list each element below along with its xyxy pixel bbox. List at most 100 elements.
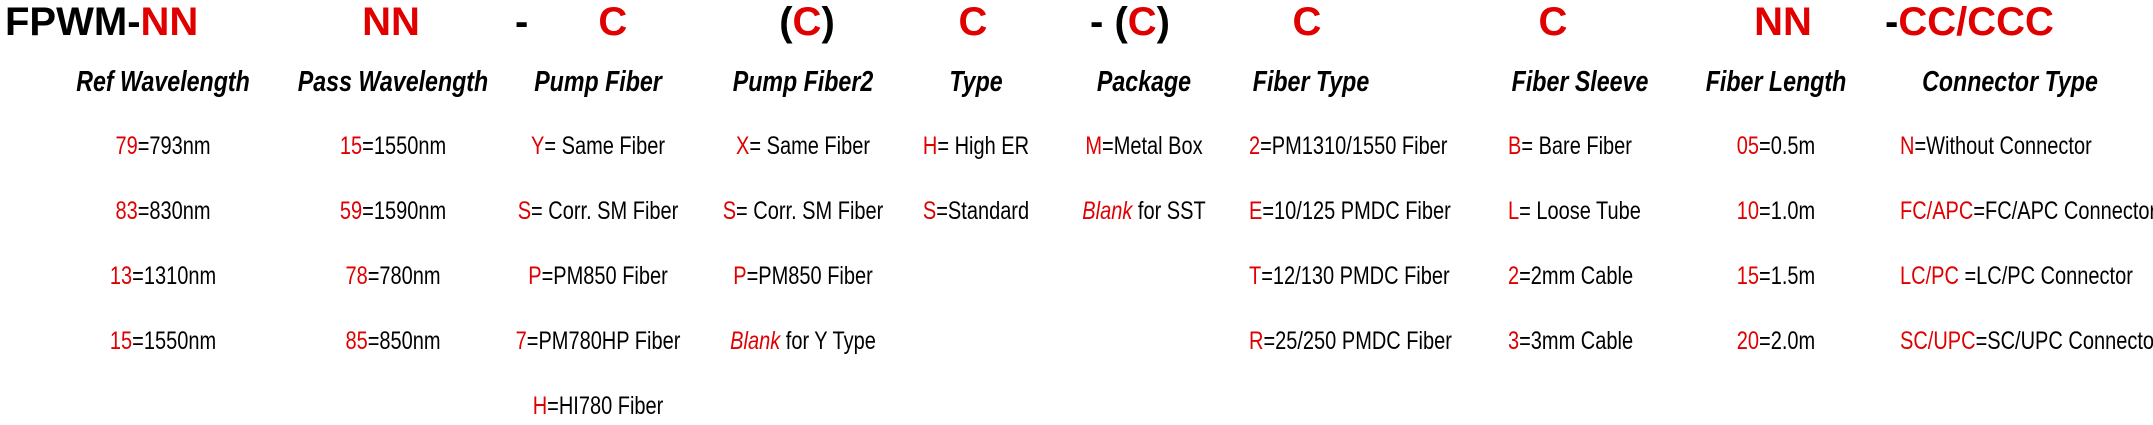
option-code: 15 bbox=[109, 327, 133, 355]
option-desc: =1550nm bbox=[132, 327, 217, 355]
option-entry: 15=1550nm bbox=[97, 327, 230, 356]
option-text: R=25/250 PMDC Fiber bbox=[1249, 327, 1452, 356]
option-entry: P=PM850 Fiber bbox=[716, 262, 890, 291]
title-text: Ref Wavelength bbox=[76, 66, 250, 98]
column-title: Fiber Length bbox=[1688, 66, 1864, 99]
option-desc: =0.5m bbox=[1759, 132, 1816, 160]
option-entry: B= Bare Fiber bbox=[1508, 132, 1663, 161]
option-code: P bbox=[528, 262, 542, 290]
option-text: 05=0.5m bbox=[1737, 132, 1815, 161]
option-code: FC/APC bbox=[1900, 197, 1974, 225]
option-desc: =10/125 PMDC Fiber bbox=[1262, 197, 1451, 225]
option-entry: 2=PM1310/1550 Fiber bbox=[1249, 132, 1497, 161]
code-part: C bbox=[1538, 0, 1568, 44]
option-entry: Y= Same Fiber bbox=[514, 132, 681, 161]
column-title: Connector Type bbox=[1900, 66, 2120, 99]
code-segment: C bbox=[1539, 0, 1568, 45]
code-segment: C bbox=[959, 0, 988, 45]
option-desc: =PM780HP Fiber bbox=[526, 327, 681, 355]
code-part: NN bbox=[140, 0, 199, 44]
option-text: 13=1310nm bbox=[110, 262, 216, 291]
code-part: NN bbox=[362, 0, 420, 44]
option-code: 59 bbox=[339, 197, 363, 225]
code-part: C bbox=[792, 0, 822, 44]
column-title: Package bbox=[1085, 66, 1203, 99]
option-entry: 59=1590nm bbox=[327, 197, 460, 226]
option-code: S bbox=[922, 197, 937, 225]
option-desc: for SST bbox=[1132, 197, 1206, 225]
option-text: H=HI780 Fiber bbox=[533, 392, 664, 421]
column-title: Ref Wavelength bbox=[54, 66, 271, 99]
option-desc: =793nm bbox=[137, 132, 211, 160]
option-text: T=12/130 PMDC Fiber bbox=[1249, 262, 1450, 291]
option-desc: =PM1310/1550 Fiber bbox=[1260, 132, 1448, 160]
code-part: CC/CCC bbox=[1898, 0, 2054, 44]
column-title: Fiber Sleeve bbox=[1495, 66, 1666, 99]
code-part: - bbox=[1885, 0, 1899, 44]
option-entry: 20=2.0m bbox=[1727, 327, 1825, 356]
option-desc: =850nm bbox=[367, 327, 441, 355]
option-text: P=PM850 Fiber bbox=[733, 262, 873, 291]
option-entry: E=10/125 PMDC Fiber bbox=[1249, 197, 1501, 226]
option-desc: =25/250 PMDC Fiber bbox=[1263, 327, 1452, 355]
option-desc: =1.5m bbox=[1759, 262, 1816, 290]
option-code: Blank bbox=[730, 327, 781, 355]
title-text: Pump Fiber bbox=[534, 66, 662, 98]
option-desc: =3mm Cable bbox=[1519, 327, 1634, 355]
option-desc: =1550nm bbox=[362, 132, 447, 160]
option-desc: =FC/APC Connector bbox=[1973, 197, 2153, 225]
option-code: B bbox=[1508, 132, 1522, 160]
option-text: 7=PM780HP Fiber bbox=[516, 327, 681, 356]
option-entry: 13=1310nm bbox=[97, 262, 230, 291]
option-desc: = Same Fiber bbox=[544, 132, 665, 160]
option-text: 15=1.5m bbox=[1737, 262, 1815, 291]
option-code: Blank bbox=[1082, 197, 1133, 225]
option-code: Y bbox=[531, 132, 545, 160]
option-entry: 15=1.5m bbox=[1727, 262, 1825, 291]
code-part: ) bbox=[821, 0, 835, 44]
option-desc: = Loose Tube bbox=[1519, 197, 1641, 225]
option-code: H bbox=[922, 132, 938, 160]
option-desc: = Bare Fiber bbox=[1521, 132, 1632, 160]
option-code: P bbox=[733, 262, 747, 290]
option-text: S= Corr. SM Fiber bbox=[518, 197, 679, 226]
option-code: H bbox=[532, 392, 548, 420]
column-title: Pass Wavelength bbox=[274, 66, 512, 99]
option-desc: =PM850 Fiber bbox=[541, 262, 668, 290]
code-part: C bbox=[958, 0, 988, 44]
option-code: 2 bbox=[1249, 132, 1261, 160]
option-text: P=PM850 Fiber bbox=[528, 262, 668, 291]
option-entry: T=12/130 PMDC Fiber bbox=[1249, 262, 1500, 291]
option-desc: =Standard bbox=[936, 197, 1030, 225]
code-segment: -C bbox=[515, 0, 627, 45]
option-desc: =1.0m bbox=[1759, 197, 1816, 225]
option-desc: =1590nm bbox=[362, 197, 447, 225]
option-entry: 15=1550nm bbox=[327, 132, 460, 161]
option-entry: LC/PC =LC/PC Connector bbox=[1900, 262, 2153, 291]
option-text: 20=2.0m bbox=[1737, 327, 1815, 356]
option-entry: 83=830nm bbox=[104, 197, 223, 226]
option-desc: =HI780 Fiber bbox=[547, 392, 664, 420]
option-desc: =2mm Cable bbox=[1519, 262, 1634, 290]
option-code: LC/PC bbox=[1900, 262, 1959, 290]
option-desc: =1310nm bbox=[132, 262, 217, 290]
column-title: Pump Fiber bbox=[518, 66, 678, 99]
option-desc: =2.0m bbox=[1759, 327, 1816, 355]
option-code: 78 bbox=[345, 262, 368, 290]
option-text: 83=830nm bbox=[115, 197, 210, 226]
option-entry: 85=850nm bbox=[334, 327, 453, 356]
option-text: L= Loose Tube bbox=[1508, 197, 1641, 226]
option-entry: S= Corr. SM Fiber bbox=[703, 197, 904, 226]
code-part: FPWM- bbox=[5, 0, 141, 44]
code-segment: (C) bbox=[779, 0, 835, 45]
option-desc: for Y Type bbox=[780, 327, 876, 355]
column-title: Pump Fiber2 bbox=[715, 66, 891, 99]
option-entry: N=Without Connector bbox=[1900, 132, 2140, 161]
option-code: 85 bbox=[345, 327, 368, 355]
option-entry: 10=1.0m bbox=[1727, 197, 1825, 226]
option-entry: 78=780nm bbox=[334, 262, 453, 291]
option-text: B= Bare Fiber bbox=[1508, 132, 1632, 161]
option-code: S bbox=[517, 197, 532, 225]
option-code: 10 bbox=[1736, 197, 1760, 225]
